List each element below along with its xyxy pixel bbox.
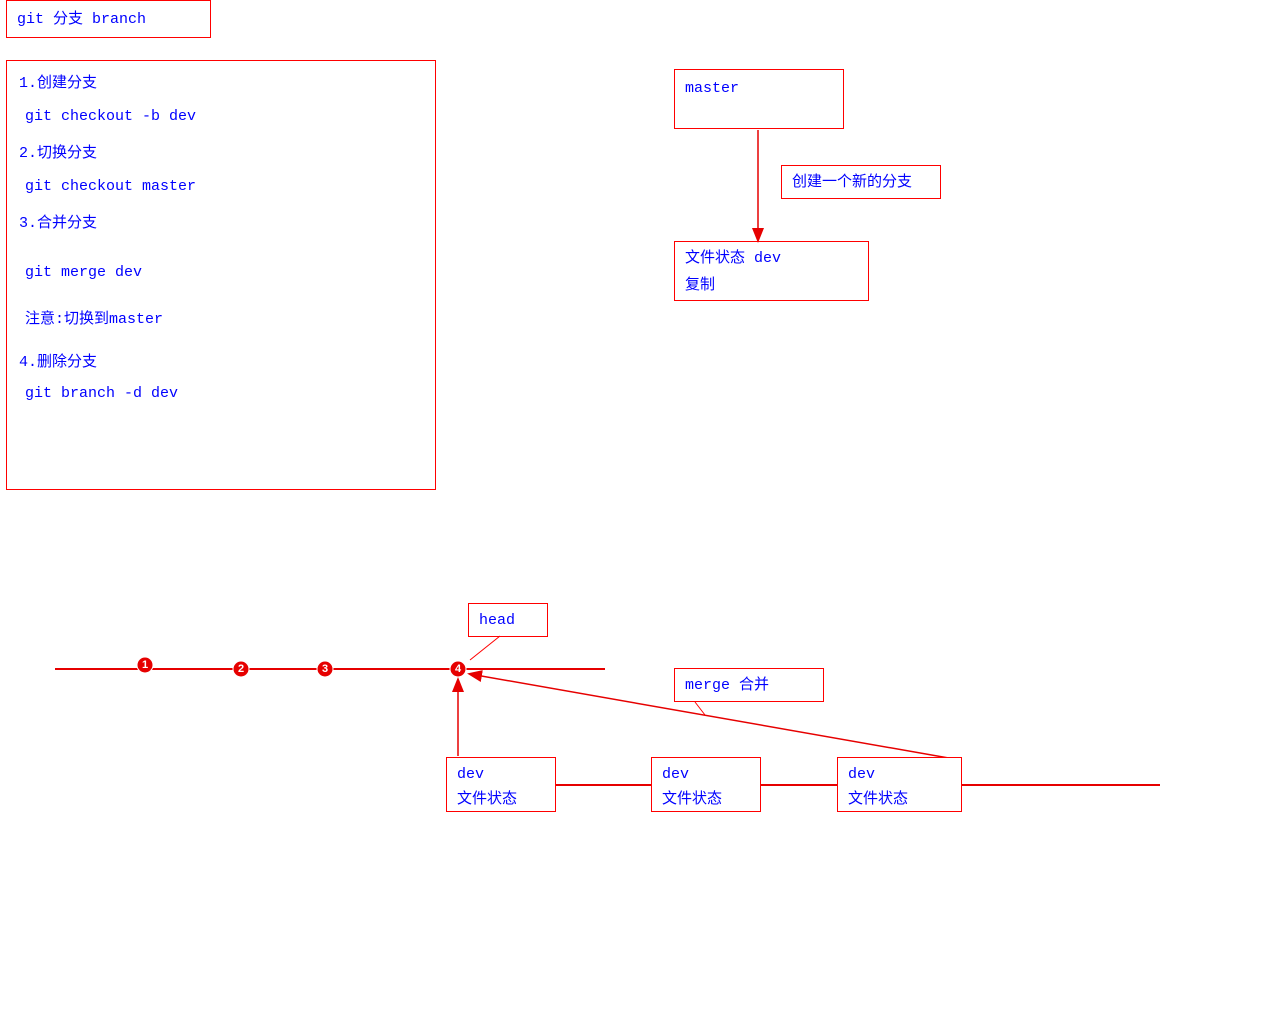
head-text: head [479,612,515,629]
master-text: master [685,80,739,97]
dev-status-line2: 复制 [685,275,858,296]
commit-node: 2 [233,661,249,677]
step-4-title: 4.删除分支 [19,352,423,373]
step-1-cmd: git checkout -b dev [19,106,423,127]
commit-node: 3 [317,661,333,677]
dev-box-line1: dev [662,764,750,785]
head-callout-line [470,636,500,660]
step-2-cmd: git checkout master [19,176,423,197]
dev-box-line2: 文件状态 [848,789,951,810]
commit-node: 4 [450,661,466,677]
svg-text:3: 3 [322,663,328,675]
svg-text:4: 4 [455,663,462,675]
dev-box-line2: 文件状态 [457,789,545,810]
step-1-title: 1.创建分支 [19,73,423,94]
dev-box-line1: dev [848,764,951,785]
step-4-cmd: git branch -d dev [19,383,423,404]
merge-text: merge 合并 [685,677,769,694]
commit-node: 1 [137,657,153,673]
head-box: head [468,603,548,637]
commit-nodes: 1 2 3 4 [137,657,466,677]
svg-text:1: 1 [142,659,148,671]
dev-status-box: 文件状态 dev 复制 [674,241,869,301]
dev-box: dev 文件状态 [446,757,556,812]
step-3-note: 注意:切换到master [19,309,423,330]
dev-box-line1: dev [457,764,545,785]
svg-text:2: 2 [238,663,244,675]
steps-box: 1.创建分支 git checkout -b dev 2.切换分支 git ch… [6,60,436,490]
create-branch-label: 创建一个新的分支 [792,174,912,191]
create-branch-label-box: 创建一个新的分支 [781,165,941,199]
dev-box: dev 文件状态 [651,757,761,812]
merge-box: merge 合并 [674,668,824,702]
dev-status-line1: 文件状态 dev [685,248,858,269]
title-text: git 分支 branch [17,11,146,28]
dev-box-line2: 文件状态 [662,789,750,810]
step-2-title: 2.切换分支 [19,143,423,164]
dev-box: dev 文件状态 [837,757,962,812]
master-box: master [674,69,844,129]
step-3-title: 3.合并分支 [19,213,423,234]
step-3-cmd: git merge dev [19,262,423,283]
title-box: git 分支 branch [6,0,211,38]
